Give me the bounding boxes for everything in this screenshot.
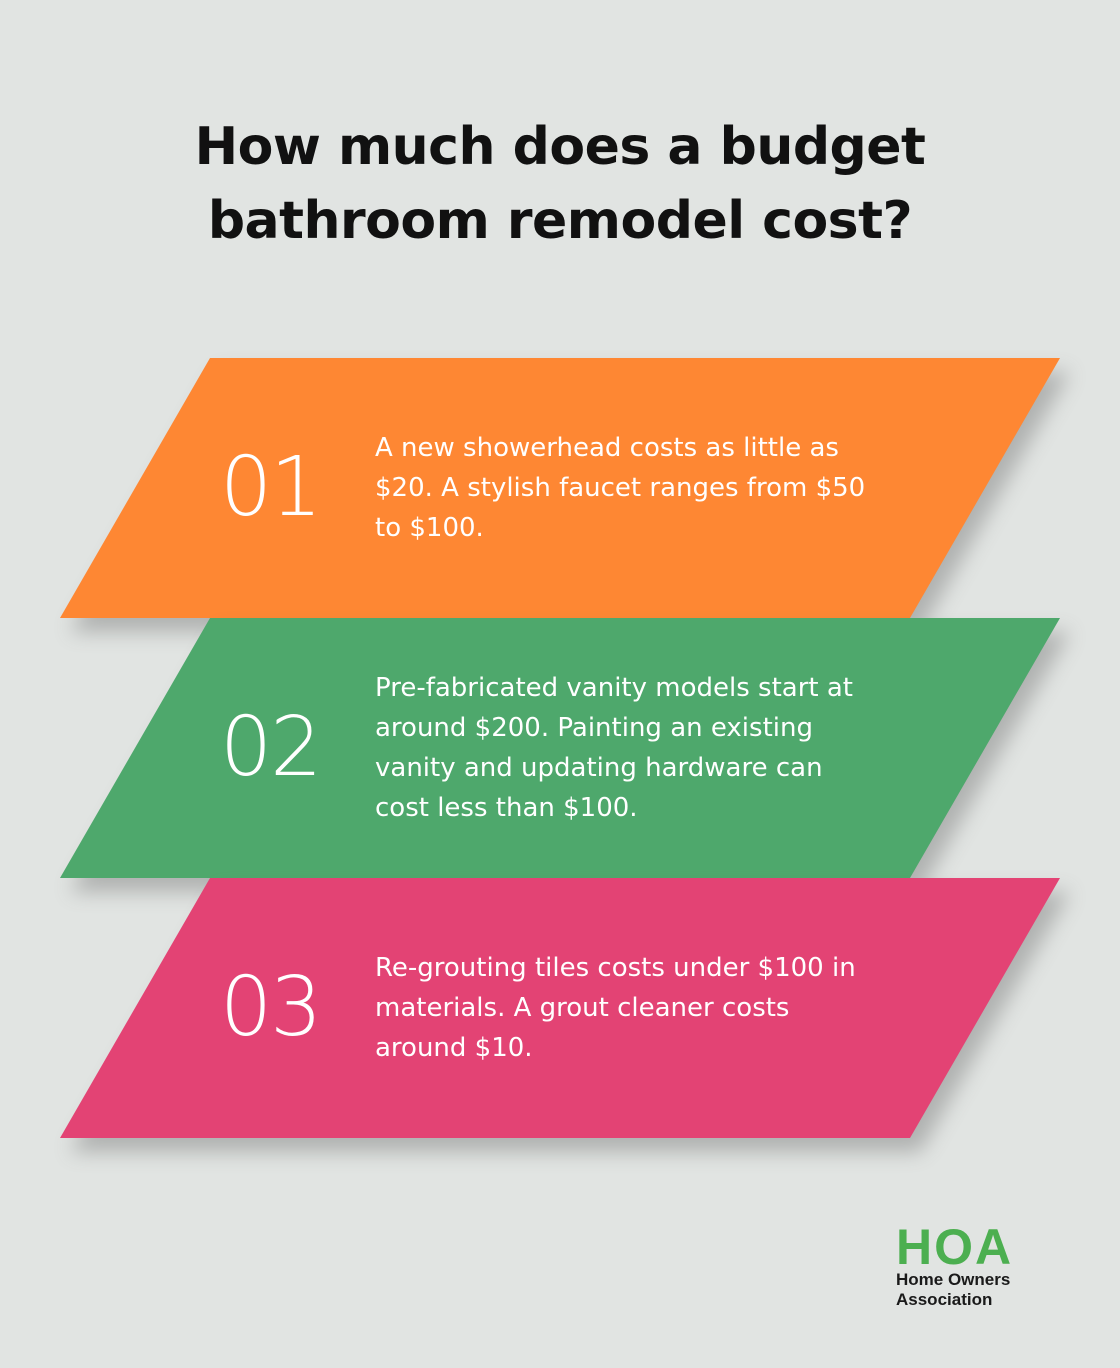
step-description: Pre-fabricated vanity models start at ar… [375, 618, 905, 878]
hoa-logo-line-2: Association [896, 1290, 993, 1309]
step-card-3: 03 Re-grouting tiles costs under $100 in… [60, 878, 1070, 1152]
page-title-line-2: bathroom remodel cost? [207, 191, 913, 251]
step-card-1: 01 A new showerhead costs as little as $… [60, 358, 1070, 632]
card-background [60, 618, 1060, 878]
step-description: Re-grouting tiles costs under $100 in ma… [375, 878, 905, 1138]
step-description-line: around $200. Painting an existing [375, 713, 813, 743]
step-number: 03 [220, 960, 322, 1055]
card-background [60, 878, 1060, 1138]
hoa-logo-line-1: Home Owners [896, 1270, 1011, 1289]
step-description-line: around $10. [375, 1033, 533, 1063]
step-description-line: Pre-fabricated vanity models start at [375, 673, 853, 703]
step-description-line: A new showerhead costs as little as [375, 433, 839, 463]
step-description-line: to $100. [375, 513, 484, 543]
card-background [60, 358, 1060, 618]
step-description-line: materials. A grout cleaner costs [375, 993, 790, 1023]
page-title-line-1: How much does a budget [194, 117, 926, 177]
step-description-line: vanity and updating hardware can [375, 753, 823, 783]
step-description: A new showerhead costs as little as $20.… [375, 358, 905, 618]
page-title: How much does a budget bathroom remodel … [0, 110, 1120, 258]
step-description-line: Re-grouting tiles costs under $100 in [375, 953, 856, 983]
step-card-2: 02 Pre-fabricated vanity models start at… [60, 618, 1070, 892]
hoa-logo-mark: HOA [896, 1219, 1014, 1275]
step-description-line: $20. A stylish faucet ranges from $50 [375, 473, 866, 503]
hoa-logo-text: Home Owners Association [896, 1270, 1066, 1310]
step-number: 01 [220, 440, 322, 535]
step-description-line: cost less than $100. [375, 793, 638, 823]
step-number: 02 [220, 700, 322, 795]
hoa-logo: HOA Home Owners Association [896, 1219, 1066, 1310]
